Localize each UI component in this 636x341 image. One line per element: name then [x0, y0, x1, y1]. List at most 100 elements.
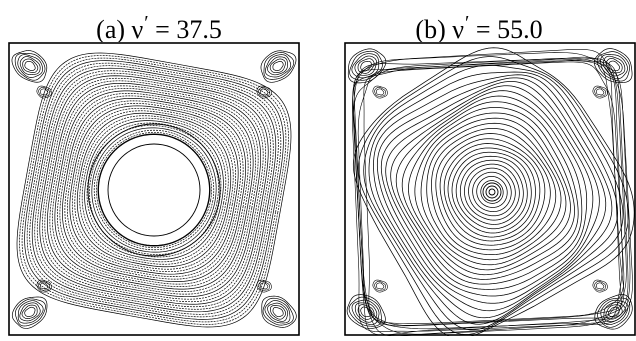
panel-a-core-contour — [87, 123, 221, 257]
panel-b-eddy-contour — [349, 50, 383, 81]
panel-a-vortex-contour — [39, 75, 269, 305]
panel-a-vortex-contour — [21, 57, 287, 323]
panel-b-vortex-contour — [380, 81, 600, 304]
panel-a-eddy-contour — [260, 282, 269, 290]
panel-a-eddy-contour — [263, 52, 295, 80]
panel-a-vortex-contour — [93, 129, 215, 251]
panel-b-wall-contour — [352, 56, 623, 330]
panel-b-vortex-contour — [451, 151, 532, 234]
panel-b-wall-contour — [353, 58, 627, 335]
panel-a-eddy-contour — [267, 302, 289, 322]
panel-b-eddy-contour — [347, 48, 387, 84]
panel-b-corner-eddy-1 — [592, 48, 633, 99]
panel-b-core-contour — [485, 185, 499, 199]
panel-a-contour-plot — [8, 42, 300, 336]
panel-a-vortex-contour — [74, 110, 234, 270]
panel-a-vortex-contour — [49, 85, 259, 295]
panel-b-corner-eddy-3 — [592, 279, 633, 330]
panel-b-value: 55.0 — [497, 15, 543, 44]
panel-b-vortex-contour — [464, 163, 520, 221]
panel-a-corner-eddy-1 — [256, 50, 297, 99]
panel-b-vortex-contour — [401, 101, 579, 280]
panel-a-vortex-contour — [36, 72, 272, 308]
panel-b-vortex-contour — [376, 77, 607, 312]
panel-b-eddy-contour — [607, 306, 620, 318]
panel-a-eddy-contour — [24, 61, 36, 71]
panel-a-eddy-contour — [256, 279, 272, 293]
panel-a-eddy-contour — [36, 85, 52, 99]
panel-b-title: (b) ν′ = 55.0 — [322, 6, 636, 44]
panel-b-eddy-contour — [374, 280, 386, 291]
panel-a-eddy-contour — [264, 54, 292, 78]
panel-b-eddy-contour — [351, 53, 380, 79]
panel-a-vortex-contour — [61, 97, 247, 283]
panel-a-eddy-contour — [38, 86, 50, 97]
panel-a-vortex-contour — [91, 127, 217, 253]
panel-a-vortex-contour — [66, 102, 242, 278]
panel-a-contours — [8, 42, 300, 336]
panel-b-frame — [344, 42, 636, 336]
panel-b-eddy-contour — [372, 279, 388, 293]
panel-b-contours — [344, 42, 636, 336]
panel-a-vortex-contour — [81, 117, 227, 263]
panel-b-vortex-contour — [395, 95, 583, 285]
panel-b-eddy-contour — [354, 55, 377, 76]
panel-b-equals: = — [475, 15, 491, 44]
panel-a-eddy-contour — [40, 88, 49, 96]
panel-b-eddy-contour — [594, 294, 633, 330]
panel-a-vortex-contour — [79, 115, 229, 265]
panel-a-eddy-contour — [270, 305, 286, 320]
panel-a-eddy-contour — [40, 282, 49, 290]
panel-b-eddy-contour — [597, 297, 631, 328]
panel-a-value: 37.5 — [176, 15, 222, 44]
panel-b-vortex-contour — [408, 107, 575, 276]
panel-a-eddy-contour — [264, 300, 291, 324]
panel-b-vortex-contour — [447, 147, 536, 238]
panel-a-eddy-contour — [260, 88, 269, 96]
panel-b-vortex-contour — [468, 167, 516, 217]
panel-b-eddy-contour — [605, 58, 623, 74]
panel-b-eddy-contour — [594, 280, 606, 291]
panel-b-vortex-contour — [443, 143, 541, 242]
panel-a-vortex-contour — [16, 52, 292, 328]
panel-a-eddy-contour — [258, 280, 270, 291]
panel-a-vortex-contour — [44, 80, 264, 300]
panel-b-label: (b) — [415, 15, 446, 44]
panel-b-eddy-contour — [600, 299, 629, 325]
panel-a-label: (a) — [96, 15, 126, 44]
panel-b-eddy-contour — [594, 86, 606, 97]
panel-b-eddy-contour — [596, 282, 605, 290]
panel-b-symbol: ν — [452, 15, 465, 44]
panel-a-eddy-contour — [11, 50, 48, 83]
panel-b-vortex-contour — [357, 56, 629, 335]
panel-a-eddy-contour — [24, 306, 36, 317]
panel-a-eddy-contour — [272, 306, 284, 318]
panel-a-title: (a) ν′ = 37.5 — [0, 6, 318, 44]
panel-b-eddy-contour — [374, 86, 386, 97]
panel-a-vortex-contour — [24, 60, 284, 320]
panel-a-corner-eddy-3 — [256, 279, 297, 328]
panel-a-symbol: ν — [131, 15, 144, 44]
panel-b-eddy-contour — [605, 304, 623, 320]
panel-b-eddy-contour — [593, 48, 633, 83]
panel-b-vortex-contour — [385, 85, 594, 297]
panel-b-eddy-contour — [346, 294, 386, 329]
panel-a-vortex-contour — [57, 93, 251, 287]
panel-a-core-contour — [107, 143, 201, 237]
panel-a-eddy-contour — [38, 280, 50, 291]
panel-b-eddy-contour — [351, 299, 380, 325]
panel-a-eddy-contour — [21, 304, 38, 320]
panel-b-eddy-contour — [600, 54, 628, 80]
panel-b-eddy-contour — [357, 304, 375, 320]
panel-a-eddy-contour — [260, 50, 297, 83]
panel-a-frame — [8, 42, 300, 336]
panel-a-vortex-contour — [54, 90, 254, 290]
panel-a-vortex-contour — [84, 120, 224, 260]
panel-b-core-contour — [482, 182, 502, 202]
panel-a-vortex-contour — [31, 67, 277, 313]
panel-b-vortex-contour — [390, 90, 588, 290]
panel-b-vortex-contour — [373, 74, 613, 319]
panel-b-wall-contour — [353, 57, 622, 327]
panel-a-eddy-contour — [269, 58, 286, 73]
panel-a-vortex-contour — [71, 107, 237, 273]
